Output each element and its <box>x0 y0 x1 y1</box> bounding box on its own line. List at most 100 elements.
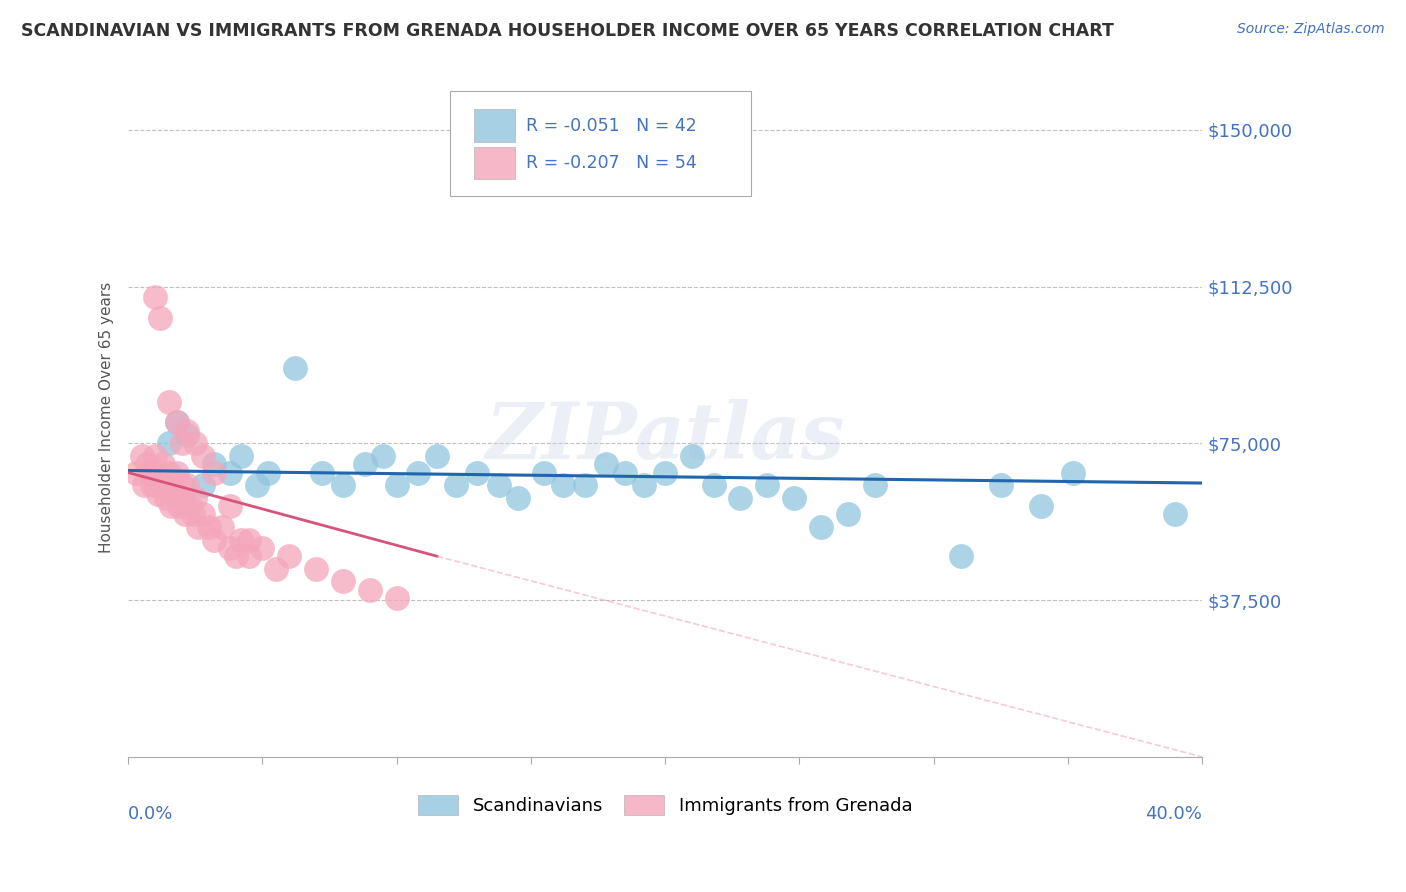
Point <box>166 416 188 430</box>
Point <box>613 466 636 480</box>
Point <box>149 310 172 325</box>
Point <box>152 457 174 471</box>
Point <box>219 499 242 513</box>
Point <box>252 541 274 555</box>
Point <box>184 436 207 450</box>
Point <box>633 478 655 492</box>
Point <box>1062 466 1084 480</box>
Point <box>141 478 163 492</box>
Point <box>837 508 859 522</box>
Point <box>176 478 198 492</box>
Point <box>176 428 198 442</box>
FancyBboxPatch shape <box>450 91 751 196</box>
Point <box>193 478 215 492</box>
Point <box>730 491 752 505</box>
Text: 0.0%: 0.0% <box>128 805 173 822</box>
Point <box>444 478 467 492</box>
Point <box>143 478 166 492</box>
Point <box>143 449 166 463</box>
Point <box>990 478 1012 492</box>
Text: R = -0.051   N = 42: R = -0.051 N = 42 <box>526 117 696 135</box>
Point <box>202 533 225 547</box>
Point <box>278 549 301 564</box>
Point <box>157 394 180 409</box>
Point <box>181 508 204 522</box>
Point <box>595 457 617 471</box>
Point <box>332 478 354 492</box>
Point <box>157 478 180 492</box>
Point <box>1029 499 1052 513</box>
Point <box>264 562 287 576</box>
Point <box>155 491 177 505</box>
Point <box>173 508 195 522</box>
Point <box>170 436 193 450</box>
Point <box>193 508 215 522</box>
Point <box>211 520 233 534</box>
Point <box>229 449 252 463</box>
Point <box>506 491 529 505</box>
Point <box>202 457 225 471</box>
Point <box>157 436 180 450</box>
Text: R = -0.207   N = 54: R = -0.207 N = 54 <box>526 154 696 172</box>
Point <box>193 449 215 463</box>
Text: SCANDINAVIAN VS IMMIGRANTS FROM GRENADA HOUSEHOLDER INCOME OVER 65 YEARS CORRELA: SCANDINAVIAN VS IMMIGRANTS FROM GRENADA … <box>21 22 1114 40</box>
Point <box>157 466 180 480</box>
Point <box>170 491 193 505</box>
Point <box>373 449 395 463</box>
Point <box>553 478 575 492</box>
Point <box>179 499 201 513</box>
Point <box>184 491 207 505</box>
Point <box>187 520 209 534</box>
Point <box>238 533 260 547</box>
Point <box>353 457 375 471</box>
Point <box>703 478 725 492</box>
Point <box>246 478 269 492</box>
Point <box>305 562 328 576</box>
Point <box>225 549 247 564</box>
Point <box>385 478 408 492</box>
Point <box>138 466 160 480</box>
Point <box>149 466 172 480</box>
Point <box>219 541 242 555</box>
Point <box>949 549 972 564</box>
Point <box>1164 508 1187 522</box>
Point <box>465 466 488 480</box>
Point <box>166 486 188 500</box>
Point <box>138 466 160 480</box>
FancyBboxPatch shape <box>474 147 515 179</box>
Point <box>533 466 555 480</box>
Point <box>134 478 156 492</box>
Y-axis label: Householder Income Over 65 years: Householder Income Over 65 years <box>100 282 114 553</box>
Point <box>332 574 354 589</box>
Point <box>863 478 886 492</box>
FancyBboxPatch shape <box>474 110 515 142</box>
Point <box>756 478 779 492</box>
Point <box>229 533 252 547</box>
Point <box>359 582 381 597</box>
Point <box>143 290 166 304</box>
Point <box>131 449 153 463</box>
Point <box>149 478 172 492</box>
Point <box>406 466 429 480</box>
Point <box>146 486 169 500</box>
Point <box>170 478 193 492</box>
Text: 40.0%: 40.0% <box>1146 805 1202 822</box>
Point <box>198 520 221 534</box>
Point <box>125 466 148 480</box>
Point <box>574 478 596 492</box>
Legend: Scandinavians, Immigrants from Grenada: Scandinavians, Immigrants from Grenada <box>411 788 920 822</box>
Point <box>202 466 225 480</box>
Point <box>311 466 333 480</box>
Point <box>426 449 449 463</box>
Point <box>167 499 190 513</box>
Point <box>176 424 198 438</box>
Point <box>681 449 703 463</box>
Point <box>257 466 280 480</box>
Point <box>163 478 186 492</box>
Point <box>219 466 242 480</box>
Text: ZIPatlas: ZIPatlas <box>485 400 845 475</box>
Text: Source: ZipAtlas.com: Source: ZipAtlas.com <box>1237 22 1385 37</box>
Point <box>810 520 832 534</box>
Point <box>160 499 183 513</box>
Point <box>238 549 260 564</box>
